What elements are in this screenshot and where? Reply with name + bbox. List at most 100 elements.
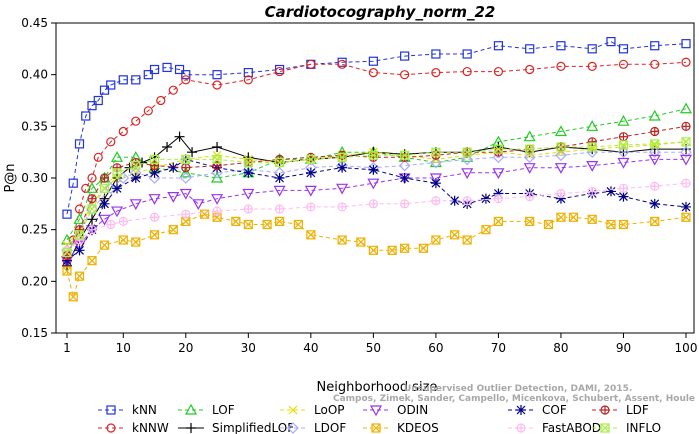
data-point-kdeos-part xyxy=(556,212,566,222)
data-point-kdeos xyxy=(618,219,629,230)
data-point-knnw xyxy=(681,57,691,67)
data-point-odin xyxy=(304,185,317,197)
data-point-fastabod-part xyxy=(181,210,190,219)
data-point-ldf xyxy=(618,132,629,142)
data-point-kdeos-part xyxy=(118,235,128,245)
data-point-fastabod xyxy=(106,219,116,230)
data-point-knn-part xyxy=(93,95,103,106)
data-point-ldof-part xyxy=(492,151,505,164)
legend-item-loop: LoOP xyxy=(280,403,345,417)
data-point-simplifiedlof xyxy=(87,214,98,225)
data-point-knn-part xyxy=(618,44,629,54)
data-point-inflo-part xyxy=(87,204,97,214)
legend-marker-odin-part xyxy=(369,405,383,417)
data-point-odin xyxy=(586,161,599,172)
data-point-knn xyxy=(525,44,535,54)
data-point-cof-part xyxy=(168,162,179,173)
data-point-odin xyxy=(679,154,693,166)
data-point-lof-part xyxy=(211,171,224,183)
data-point-kdeos xyxy=(462,235,472,245)
data-point-fastabod xyxy=(493,194,504,204)
legend-marker-odin xyxy=(369,405,383,417)
data-point-knnw xyxy=(618,59,629,69)
y-tick-label: 0.15 xyxy=(21,326,48,340)
data-point-simplifiedlof xyxy=(149,152,160,163)
data-point-cof-part xyxy=(493,188,504,199)
data-point-kdeos-part xyxy=(100,240,109,250)
legend-marker-kdeos xyxy=(371,423,381,433)
data-point-lof-part xyxy=(111,151,124,162)
data-point-kdeos xyxy=(568,212,579,222)
data-point-ldf-part xyxy=(650,127,659,136)
data-point-knnw-part xyxy=(337,59,347,69)
data-point-knn xyxy=(462,49,472,59)
data-point-cof xyxy=(305,167,316,178)
legend-label-simplifiedlof: SimplifiedLOF xyxy=(212,421,294,434)
data-point-knn xyxy=(650,41,660,51)
data-point-knnw xyxy=(368,67,378,78)
legend-label-cof: COF xyxy=(542,403,567,417)
data-point-kdeos xyxy=(306,230,316,240)
data-point-fastabod xyxy=(181,209,191,219)
data-point-cof xyxy=(480,193,491,204)
data-point-inflo xyxy=(556,142,566,152)
data-point-kdeos xyxy=(68,292,78,302)
data-point-knn xyxy=(162,62,172,73)
data-point-cof-part xyxy=(399,173,410,183)
data-point-knnw xyxy=(525,64,535,75)
data-point-odin xyxy=(367,178,380,190)
data-point-fastabod-part xyxy=(619,184,628,193)
data-point-odin xyxy=(554,163,567,174)
data-point-kdeos-part xyxy=(274,216,285,226)
data-point-inflo xyxy=(462,147,472,157)
data-point-kdeos-part xyxy=(337,235,347,245)
data-point-cof xyxy=(493,188,504,199)
data-point-inflo-part xyxy=(212,154,222,164)
data-point-odin xyxy=(111,206,124,218)
data-point-knn-part xyxy=(174,64,185,75)
data-point-kdeos xyxy=(650,216,660,226)
data-point-odin xyxy=(523,163,536,174)
data-point-odin-part xyxy=(211,194,224,205)
data-point-kdeos-part xyxy=(400,243,410,253)
data-point-lof xyxy=(554,125,567,137)
data-point-kdeos-part xyxy=(450,230,460,240)
data-point-kdeos xyxy=(74,271,85,281)
data-point-kdeos-part xyxy=(356,237,366,247)
data-point-cof xyxy=(618,191,629,202)
data-point-kdeos-part xyxy=(356,237,366,247)
legend-marker-ldof-part xyxy=(287,422,299,434)
series-odin xyxy=(60,154,693,267)
x-axis-label: Neighborhood size xyxy=(317,380,438,395)
data-point-knn xyxy=(131,75,141,85)
legend-label-knnw: kNNW xyxy=(132,421,169,434)
x-tick-label: 30 xyxy=(241,341,256,355)
data-point-cof-part xyxy=(368,164,379,175)
data-point-cof xyxy=(449,195,460,206)
data-point-ldof-part xyxy=(617,146,630,159)
series-line-odin xyxy=(66,158,686,262)
data-point-inflo-part xyxy=(400,150,410,160)
data-point-inflo-part xyxy=(619,140,628,150)
data-point-ldof-part xyxy=(179,172,192,184)
data-point-odin xyxy=(461,168,474,180)
data-point-knnw xyxy=(431,67,441,78)
legend-label-ldof: LDOF xyxy=(314,421,346,434)
y-tick-label: 0.30 xyxy=(21,171,48,185)
data-point-ldf-part xyxy=(181,163,190,172)
data-point-simplifiedlof-part xyxy=(187,147,198,158)
data-point-inflo-part xyxy=(431,147,441,157)
data-point-kdeos-part xyxy=(87,256,97,266)
data-point-simplifiedlof xyxy=(162,142,173,152)
data-point-ldof xyxy=(523,151,536,164)
data-point-ldof-part xyxy=(523,151,536,164)
data-point-kdeos xyxy=(418,243,428,253)
data-point-odin-part xyxy=(648,154,661,166)
data-point-kdeos-part xyxy=(431,235,441,245)
data-point-ldof xyxy=(648,146,661,159)
data-point-inflo-part xyxy=(150,154,159,164)
data-point-ldof-part xyxy=(430,156,442,169)
data-point-kdeos-part xyxy=(606,219,616,230)
legend-marker-cof xyxy=(516,405,526,415)
data-point-kdeos-part xyxy=(387,245,397,255)
